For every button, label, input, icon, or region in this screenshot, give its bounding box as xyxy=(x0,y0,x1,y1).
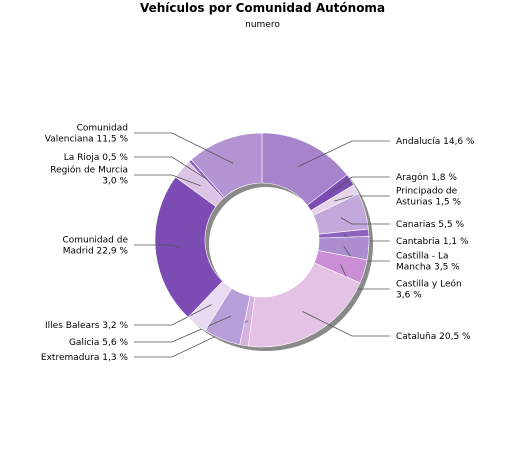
label-cantabria: Cantabria 1,1 % xyxy=(396,237,469,247)
slice-cataluna xyxy=(247,262,361,348)
leader-line-illes-balears xyxy=(134,304,212,326)
chart-subtitle: numero xyxy=(245,20,280,30)
leader-line-region-de-murcia xyxy=(134,174,201,187)
leader-line-la-rioja xyxy=(134,156,208,180)
label-extremadura: Extremadura 1,3 % xyxy=(41,353,129,363)
chart-title: Vehículos por Comunidad Autónoma xyxy=(139,1,386,15)
label-andalucia: Andalucía 14,6 % xyxy=(396,137,475,147)
label-region-de-murcia: Región de Murcia 3,0 % xyxy=(50,165,128,187)
leader-line-principado-de-asturias xyxy=(334,195,390,202)
label-castilla-y-leon: Castilla y León 3,6 % xyxy=(396,279,462,301)
leader-line-aragon xyxy=(329,176,390,195)
label-canarias: Canarias 5,5 % xyxy=(396,220,464,230)
leader-line-andalucia xyxy=(298,140,390,167)
label-comunidad-de-madrid: Comunidad de Madrid 22,9 % xyxy=(62,236,128,257)
label-cataluna: Cataluña 20,5 % xyxy=(396,332,471,342)
slice-comunidad-valenciana xyxy=(190,132,263,198)
leader-line-comunidad-de-madrid xyxy=(134,244,181,248)
label-illes-balears: Illes Balears 3,2 % xyxy=(45,321,128,331)
leader-line-cataluna xyxy=(302,311,390,337)
label-comunidad-valenciana: Comunidad Valenciana 11,5 % xyxy=(45,124,129,145)
leader-line-comunidad-valenciana xyxy=(134,132,234,164)
label-galicia: Galicia 5,6 % xyxy=(69,338,128,348)
label-la-rioja: La Rioja 0,5 % xyxy=(64,153,129,163)
label-castilla-la-mancha: Castilla - La Mancha 3,5 % xyxy=(396,252,460,273)
label-principado-de-asturias: Principado de Asturias 1,5 % xyxy=(396,187,462,208)
label-aragon: Aragón 1,8 % xyxy=(396,172,457,183)
leader-line-canarias xyxy=(340,217,390,225)
leader-line-galicia xyxy=(134,315,232,343)
